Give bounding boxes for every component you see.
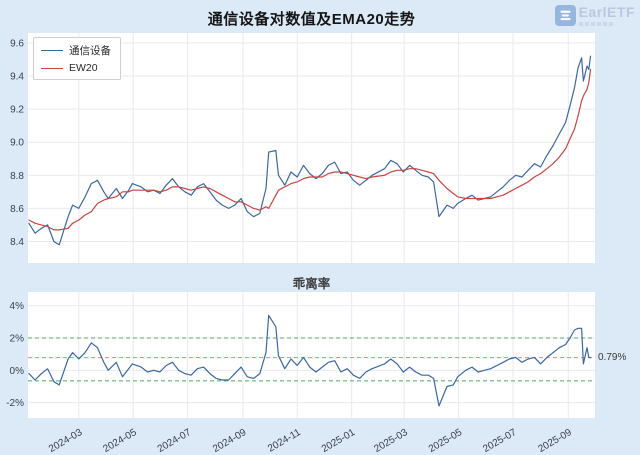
logo-text: EarlETF [578, 4, 635, 20]
y-tick-label: 2% [10, 334, 25, 345]
series-line-通信设备 [28, 55, 592, 246]
legend-item: EW20 [41, 62, 111, 74]
legend-label: 通信设备 [69, 45, 111, 57]
y-tick-label: -2% [6, 398, 24, 409]
gridlines [28, 33, 595, 263]
series-line-乖离率 [28, 314, 592, 407]
y-tick-label: 9.2 [10, 105, 24, 116]
legend-line-swatch-red [41, 67, 63, 69]
subplot-title: 乖离率 [292, 277, 331, 291]
x-tick-label: 2024-09 [211, 427, 249, 455]
x-tick-label: 2024-07 [156, 427, 194, 455]
y-tick-label: 8.8 [10, 171, 24, 182]
plot-area [28, 292, 595, 418]
axis-tick-labels: 8.4 8.6 8.8 9.0 9.2 9.4 9.6 [10, 38, 24, 248]
series-line-EW20 [28, 68, 592, 231]
y-tick-label: 0% [10, 366, 25, 377]
legend-label: EW20 [69, 62, 98, 74]
y-tick-label: 9.4 [10, 72, 24, 83]
x-tick-label: 2025-05 [427, 427, 465, 455]
legend-item: 通信设备 [41, 43, 111, 58]
legend: 通信设备 EW20 [33, 37, 121, 80]
deviation-annotation: 0.79% [598, 351, 627, 363]
y-tick-label: 8.4 [10, 237, 24, 248]
y-tick-label: 4% [10, 301, 25, 312]
earletf-logo-icon [554, 5, 576, 26]
x-tick-label: 2024-11 [266, 427, 303, 455]
plot-area [28, 33, 595, 263]
x-tick-label: 2024-03 [47, 427, 85, 455]
y-tick-label: 9.0 [10, 138, 24, 149]
y-tick-label: 8.6 [10, 204, 24, 215]
series-lines [28, 314, 592, 407]
x-tick-label: 2024-05 [101, 427, 139, 455]
x-tick-label: 2025-07 [481, 427, 519, 455]
x-tick-label: 2025-01 [320, 427, 358, 455]
earletf-logo: EarlETF [554, 4, 635, 26]
chart-title: 通信设备对数值及EMA20走势 [207, 11, 416, 28]
legend-line-swatch-blue [41, 50, 63, 51]
y-tick-label: 9.6 [10, 38, 24, 49]
x-tick-label: 2025-09 [536, 427, 574, 455]
logo-subtext [578, 22, 635, 26]
x-tick-label: 2025-03 [372, 427, 410, 455]
series-lines [28, 55, 592, 246]
